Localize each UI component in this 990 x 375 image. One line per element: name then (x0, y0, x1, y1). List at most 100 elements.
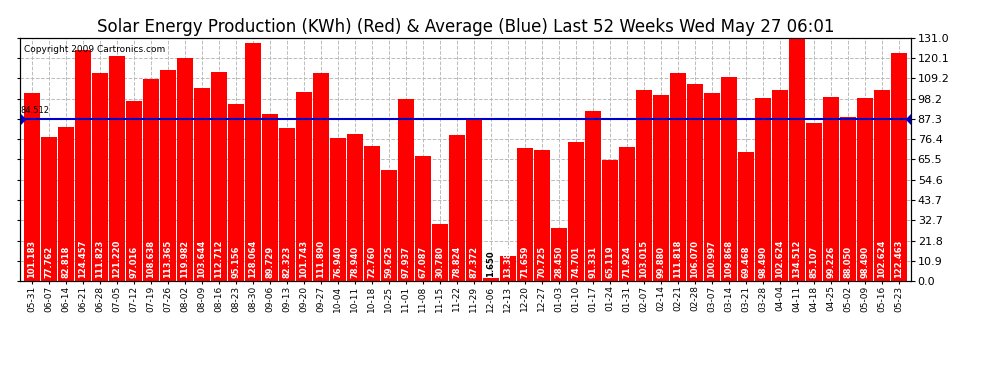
Text: 128.064: 128.064 (248, 240, 257, 279)
Bar (841, 117, 855, 281)
Bar (738, 152, 753, 281)
Text: 95.156: 95.156 (232, 246, 241, 279)
Bar (772, 90, 788, 281)
Bar (415, 156, 431, 281)
Text: 74.701: 74.701 (571, 246, 580, 279)
Bar (449, 135, 464, 281)
Text: 102.624: 102.624 (775, 240, 784, 279)
Text: 59.625: 59.625 (384, 246, 393, 279)
Text: Copyright 2009 Cartronics.com: Copyright 2009 Cartronics.com (24, 45, 165, 54)
Bar (330, 138, 346, 281)
Bar (398, 99, 414, 281)
Bar (313, 73, 329, 281)
Bar (687, 84, 703, 281)
Bar (670, 73, 686, 281)
Bar (364, 146, 379, 281)
Text: 78.824: 78.824 (452, 246, 461, 279)
Text: 100.997: 100.997 (708, 241, 717, 279)
Bar (245, 43, 260, 281)
Bar (755, 98, 770, 281)
Bar (211, 72, 227, 281)
Text: 111.890: 111.890 (316, 240, 326, 279)
Bar (432, 224, 447, 281)
Bar (483, 278, 499, 281)
Bar (721, 77, 737, 281)
Text: 124.457: 124.457 (78, 240, 87, 279)
Text: 112.712: 112.712 (214, 240, 223, 279)
Text: 109.868: 109.868 (725, 240, 734, 279)
Text: 97.937: 97.937 (401, 246, 410, 279)
Text: 103.015: 103.015 (640, 240, 648, 279)
Text: 99.226: 99.226 (827, 246, 836, 279)
Text: 30.780: 30.780 (436, 246, 445, 279)
Text: 82.323: 82.323 (282, 246, 291, 279)
Text: 65.119: 65.119 (605, 246, 615, 279)
Text: 106.070: 106.070 (690, 240, 699, 279)
Bar (636, 90, 651, 281)
Bar (857, 98, 873, 281)
Bar (891, 53, 907, 281)
Text: 85.107: 85.107 (810, 246, 819, 279)
Bar (823, 97, 839, 281)
Bar (143, 79, 158, 281)
Text: 134.512: 134.512 (792, 240, 801, 279)
Bar (57, 127, 73, 281)
Bar (500, 256, 516, 281)
Bar (41, 136, 56, 281)
Bar (177, 58, 193, 281)
Bar (346, 134, 362, 281)
Bar (160, 70, 175, 281)
Bar (789, 31, 805, 281)
Text: 103.644: 103.644 (197, 240, 206, 279)
Text: 89.729: 89.729 (265, 246, 274, 279)
Text: 119.982: 119.982 (180, 240, 189, 279)
Text: 113.365: 113.365 (163, 240, 172, 279)
Bar (619, 147, 635, 281)
Bar (296, 92, 312, 281)
Text: 98.490: 98.490 (860, 246, 869, 279)
Bar (228, 104, 244, 281)
Text: 91.331: 91.331 (588, 246, 597, 279)
Text: 71.924: 71.924 (623, 246, 632, 279)
Bar (704, 93, 720, 281)
Text: 69.468: 69.468 (742, 246, 750, 279)
Text: 111.818: 111.818 (673, 240, 682, 279)
Text: 99.880: 99.880 (656, 246, 665, 279)
Bar (24, 93, 40, 281)
Bar (585, 111, 601, 281)
Text: 82.818: 82.818 (61, 246, 70, 279)
Text: 111.823: 111.823 (95, 240, 104, 279)
Text: 13.388: 13.388 (503, 246, 512, 279)
Bar (874, 90, 890, 281)
Bar (653, 95, 668, 281)
Text: 97.016: 97.016 (130, 246, 139, 279)
Text: 28.450: 28.450 (554, 246, 563, 279)
Text: 98.490: 98.490 (758, 246, 767, 279)
Text: 71.659: 71.659 (521, 246, 530, 279)
Text: 77.762: 77.762 (45, 246, 53, 279)
Bar (806, 123, 822, 281)
Bar (92, 73, 108, 281)
Text: 84.512: 84.512 (21, 106, 50, 115)
Bar (534, 150, 549, 281)
Title: Solar Energy Production (KWh) (Red) & Average (Blue) Last 52 Weeks Wed May 27 06: Solar Energy Production (KWh) (Red) & Av… (97, 18, 834, 36)
Bar (194, 88, 210, 281)
Text: 101.743: 101.743 (299, 240, 308, 279)
Text: 101.183: 101.183 (27, 240, 37, 279)
Bar (381, 170, 397, 281)
Text: 72.760: 72.760 (367, 246, 376, 279)
Bar (109, 56, 125, 281)
Bar (551, 228, 566, 281)
Text: 121.220: 121.220 (112, 240, 121, 279)
Text: 108.638: 108.638 (147, 240, 155, 279)
Bar (517, 148, 533, 281)
Bar (568, 142, 584, 281)
Text: 88.050: 88.050 (843, 246, 852, 279)
Text: 70.725: 70.725 (538, 246, 546, 279)
Text: 76.940: 76.940 (334, 246, 343, 279)
Text: 102.624: 102.624 (877, 240, 886, 279)
Text: 122.463: 122.463 (894, 240, 904, 279)
Bar (75, 50, 90, 281)
Text: 1.650: 1.650 (486, 251, 495, 277)
Bar (602, 160, 618, 281)
